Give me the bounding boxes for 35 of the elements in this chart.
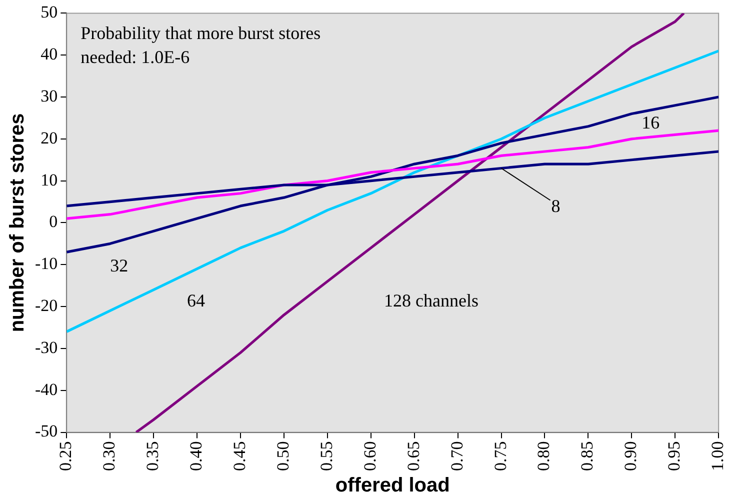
x-tick-label: 0.25 — [56, 441, 76, 471]
y-tick-label: 30 — [40, 86, 58, 106]
y-tick-label: -50 — [34, 422, 58, 441]
x-tick-label: 0.65 — [404, 441, 423, 471]
y-tick-label: 10 — [40, 170, 58, 190]
x-tick-label: 0.85 — [578, 441, 597, 471]
y-tick-label: -40 — [34, 380, 58, 399]
y-tick-label: 20 — [40, 128, 58, 148]
y-tick-label: 50 — [40, 2, 58, 22]
x-tick-label: 0.30 — [100, 441, 119, 471]
x-tick-label: 0.60 — [360, 441, 380, 471]
x-tick-label: 0.55 — [316, 441, 336, 471]
x-tick-label: 0.45 — [230, 441, 249, 471]
x-axis-title: offered load — [335, 474, 450, 497]
x-tick-label: 0.40 — [186, 441, 206, 471]
x-tick-label: 0.80 — [534, 441, 554, 471]
y-tick-label: -30 — [34, 338, 58, 357]
series-label: 16 — [642, 112, 660, 133]
series-label: 64 — [187, 290, 206, 311]
x-tick-label: 1.00 — [708, 441, 728, 471]
y-axis-title: number of burst stores — [6, 113, 29, 332]
annotation: Probability that more burst stores needed: 1.0E-6 — [80, 22, 321, 67]
x-tick-label: 0.50 — [273, 441, 292, 471]
x-tick-label: 0.70 — [447, 441, 466, 471]
series-label: 32 — [110, 255, 128, 276]
y-tick-label: -10 — [34, 254, 58, 274]
y-tick-label: 0 — [49, 212, 58, 232]
x-tick-label: 0.90 — [621, 441, 640, 471]
series-label: 8 — [551, 196, 560, 216]
y-tick-label: 40 — [40, 44, 58, 64]
x-tick-label: 0.75 — [490, 441, 510, 471]
x-tick-label: 0.35 — [143, 441, 162, 471]
x-tick-label: 0.95 — [664, 441, 684, 471]
text: 128 channels — [384, 290, 478, 311]
y-tick-label: -20 — [34, 296, 58, 316]
